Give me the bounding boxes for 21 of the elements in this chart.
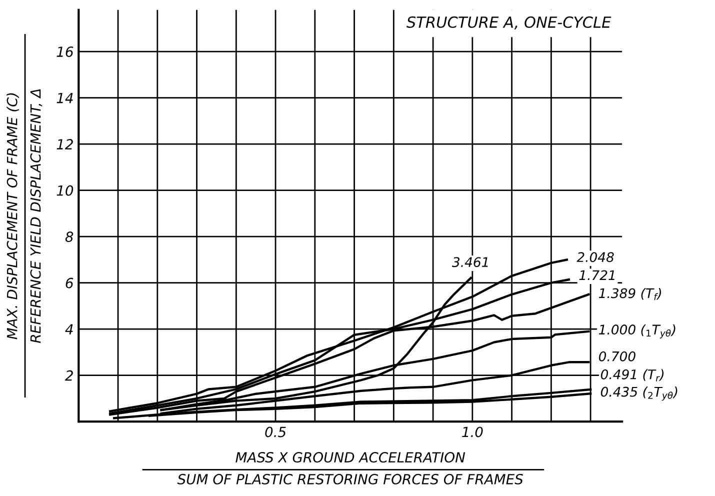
y-axis-title: MAX. DISPLACEMENT OF FRAME (C) REFERENCE YIELD DISPLACEMENT, Δ	[6, 89, 42, 343]
series-label: 0.491 (T$_{r}$)	[600, 369, 664, 382]
y-tick-label: 10	[56, 185, 74, 196]
series-label: 1.000 ($_{1}$T$_{yθ}$)	[598, 324, 676, 338]
x-tick-label: 0.5	[265, 426, 286, 438]
y-tick-label: 16	[56, 46, 74, 58]
y-tick-label: 14	[56, 92, 73, 104]
y-tick-label: 4	[65, 324, 73, 334]
series-label: 3.461	[452, 257, 488, 268]
x-axis-title: MASS X GROUND ACCELERATION SUM OF PLASTIC RESTORING FORCES OF FRAMES	[177, 452, 523, 484]
x-tick-label: 1.0	[462, 426, 483, 438]
y-tick-label: 2	[65, 370, 73, 381]
y-tick-label: 12	[56, 139, 73, 150]
y-tick-label: 8	[65, 232, 74, 242]
y-tick-label: 6	[66, 278, 74, 288]
series-label: 1.389 (T$_{f}$)	[598, 288, 662, 300]
series-label: 0.435 ($_{2}$T$_{yθ}$)	[600, 386, 678, 401]
series-label: 2.048	[576, 252, 614, 262]
chart-title: STRUCTURE A, ONE-CYCLE	[406, 16, 612, 30]
series-label: 0.700	[598, 351, 636, 362]
series-label: 1.721	[579, 270, 614, 280]
